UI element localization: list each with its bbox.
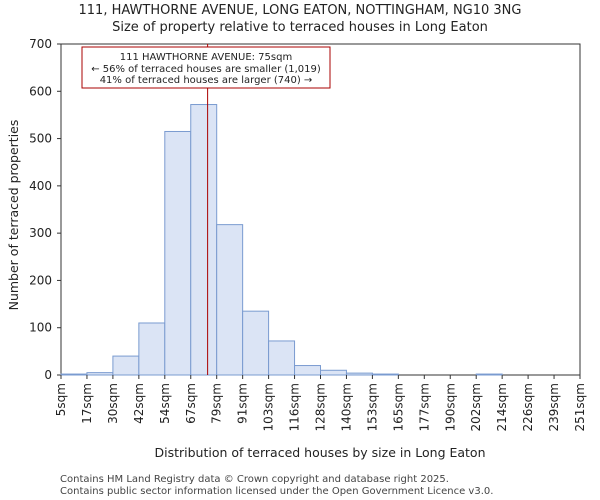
y-tick-label: 400 — [29, 179, 52, 193]
x-tick-label: 79sqm — [210, 383, 224, 424]
x-tick-label: 165sqm — [391, 383, 405, 431]
histogram-bar — [371, 373, 399, 376]
x-tick-label: 239sqm — [547, 383, 561, 431]
histogram-bar — [216, 224, 244, 376]
annotation-line2: ← 56% of terraced houses are smaller (1,… — [91, 64, 321, 75]
x-tick-label: 128sqm — [314, 383, 328, 431]
x-tick-label: 153sqm — [365, 383, 379, 431]
histogram-bar — [475, 373, 503, 376]
y-tick-label: 200 — [29, 273, 52, 287]
y-tick-label: 700 — [29, 37, 52, 51]
x-tick-label: 214sqm — [495, 383, 509, 431]
histogram-bar — [60, 373, 88, 376]
histogram-bar — [294, 365, 321, 376]
x-tick-label: 226sqm — [521, 383, 535, 431]
y-tick-label: 100 — [29, 321, 52, 335]
x-axis-label: Distribution of terraced houses by size … — [154, 445, 485, 460]
x-tick-label: 251sqm — [573, 383, 587, 431]
chart-title-line1: 111, HAWTHORNE AVENUE, LONG EATON, NOTTI… — [79, 3, 522, 18]
x-tick-label: 140sqm — [339, 383, 353, 431]
histogram-bar — [138, 322, 166, 376]
x-tick-label: 177sqm — [417, 383, 431, 431]
y-tick-label: 500 — [29, 132, 52, 146]
x-tick-label: 116sqm — [288, 383, 302, 431]
histogram-bar — [112, 355, 140, 376]
x-tick-label: 17sqm — [80, 383, 94, 424]
annotation-line3: 41% of terraced houses are larger (740) … — [100, 75, 313, 86]
x-tick-label: 202sqm — [469, 383, 483, 431]
y-tick-label: 300 — [29, 226, 52, 240]
x-tick-label: 42sqm — [132, 383, 146, 424]
histogram-bar — [190, 104, 218, 376]
chart-title-line2: Size of property relative to terraced ho… — [112, 20, 488, 35]
histogram-bar — [86, 372, 114, 376]
footer-line2: Contains public sector information licen… — [60, 486, 493, 497]
x-tick-label: 190sqm — [443, 383, 457, 431]
histogram-bar — [320, 369, 347, 376]
footer-line1: Contains HM Land Registry data © Crown c… — [60, 474, 449, 485]
y-tick-label: 0 — [44, 368, 52, 382]
x-tick-label: 54sqm — [158, 383, 172, 424]
x-tick-label: 30sqm — [106, 383, 120, 424]
histogram-bar — [242, 310, 270, 376]
x-tick-label: 5sqm — [54, 383, 68, 416]
y-tick-label: 600 — [29, 84, 52, 98]
annotation-box — [81, 46, 331, 89]
histogram-bar — [345, 372, 373, 376]
x-tick-label: 103sqm — [262, 383, 276, 431]
histogram-bar — [268, 340, 296, 376]
x-tick-label: 91sqm — [236, 383, 250, 424]
annotation-line1: 111 HAWTHORNE AVENUE: 75sqm — [120, 52, 292, 63]
histogram-bar — [164, 130, 192, 376]
y-axis-label: Number of terraced properties — [6, 120, 21, 311]
x-tick-label: 67sqm — [184, 383, 198, 424]
